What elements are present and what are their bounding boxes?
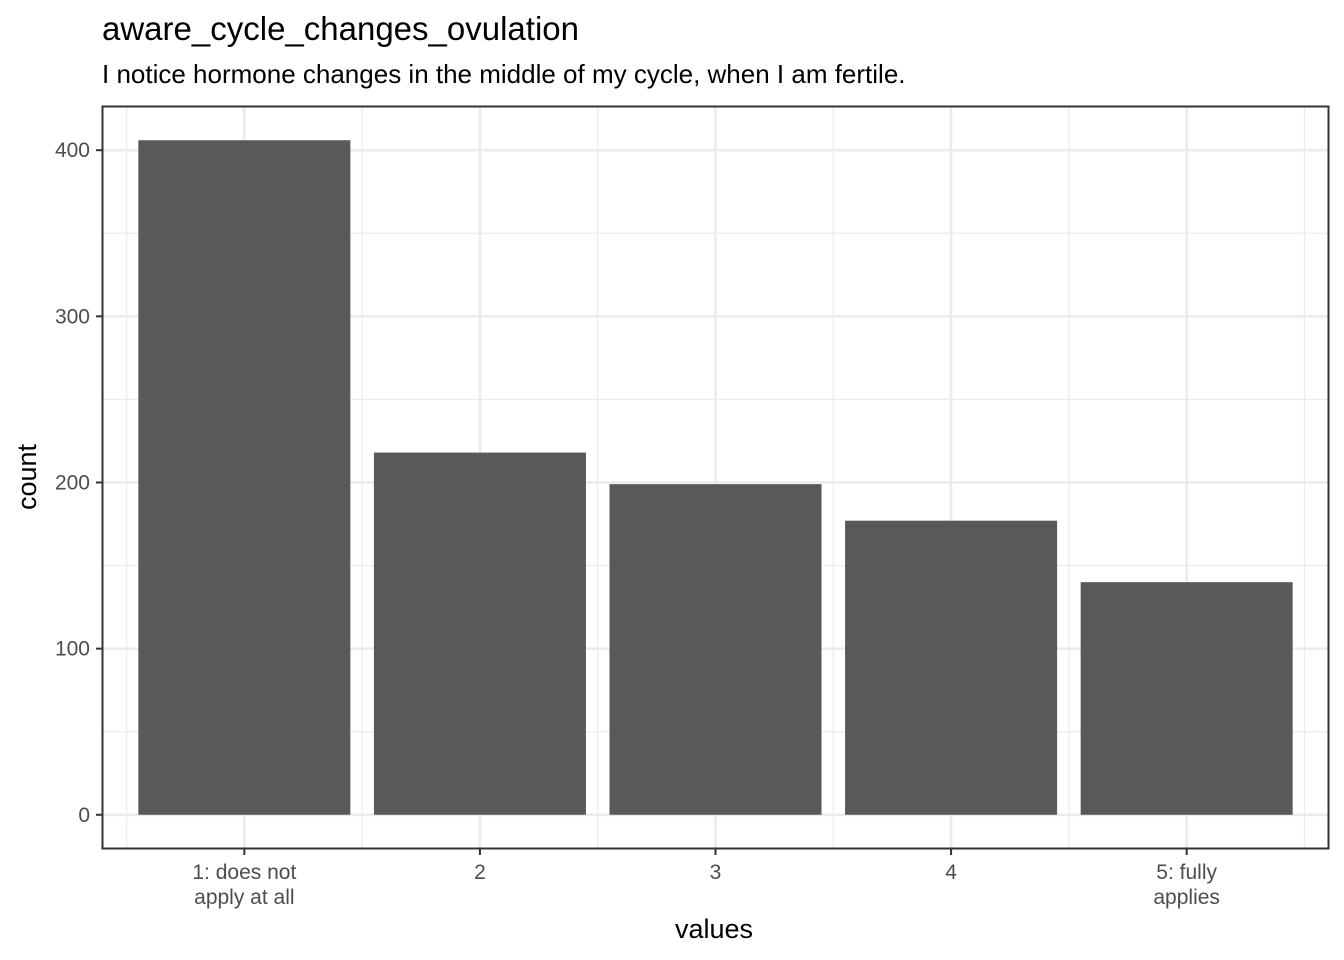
- x-tick-label: 2: [474, 861, 486, 884]
- x-tick-label: 3: [710, 861, 722, 884]
- y-tick-label: 200: [55, 471, 90, 494]
- y-tick-label: 400: [55, 139, 90, 162]
- x-axis: 1: does not apply at all 2 3 4 5: fully applie…: [192, 848, 1220, 909]
- y-tick-label: 300: [55, 305, 90, 328]
- bars: [138, 140, 1293, 815]
- x-tick-label: 4: [945, 861, 957, 884]
- chart-subtitle: I notice hormone changes in the middle o…: [102, 59, 906, 89]
- x-tick-label: 1: does not apply at all: [192, 861, 296, 909]
- y-axis: 0 100 200 300 400: [55, 139, 103, 827]
- bar: [138, 140, 351, 815]
- bar: [845, 520, 1058, 815]
- chart-title: aware_cycle_changes_ovulation: [102, 10, 579, 47]
- bar: [1080, 582, 1293, 815]
- y-axis-title: count: [12, 443, 42, 510]
- x-tick-label: 5: fully applies: [1153, 861, 1220, 909]
- bar: [609, 484, 822, 815]
- y-tick-label: 100: [55, 638, 90, 661]
- x-axis-title: values: [675, 914, 753, 944]
- bar: [373, 452, 586, 815]
- y-tick-label: 0: [78, 804, 90, 827]
